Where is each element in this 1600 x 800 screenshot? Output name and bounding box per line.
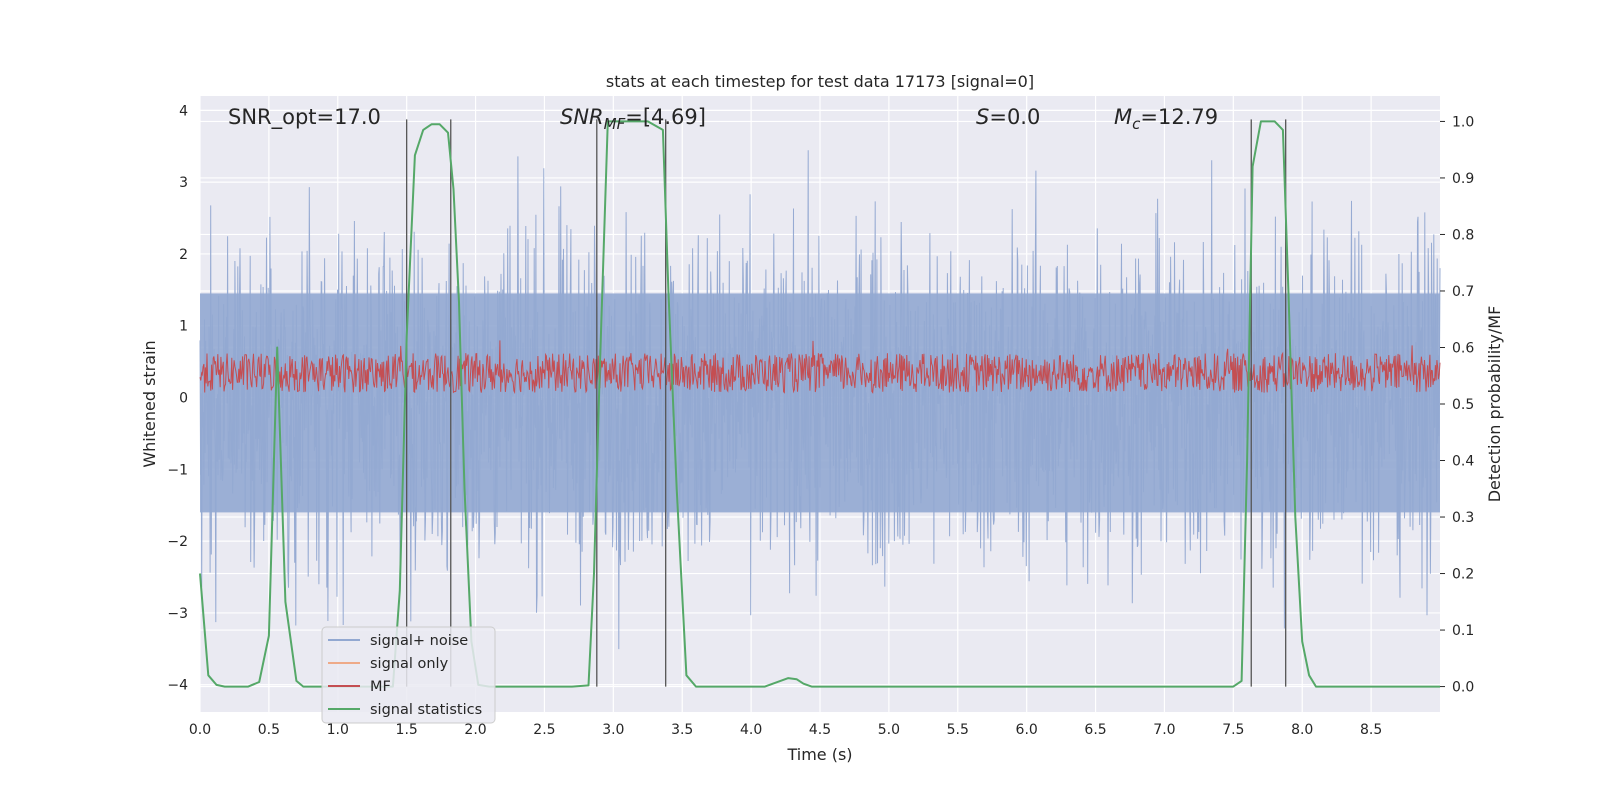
y-tick-label-right: 0.1 xyxy=(1452,623,1474,639)
annotation-snr-mf: SNRMF=[4.69] xyxy=(560,105,706,133)
y-tick-label-left: −1 xyxy=(167,462,188,478)
y-tick-label-right: 0.9 xyxy=(1452,171,1474,187)
y-tick-label-left: 4 xyxy=(179,103,188,119)
signal-statistics-line xyxy=(199,120,1440,688)
x-tick-label: 3.5 xyxy=(671,722,693,738)
x-tick-label: 6.5 xyxy=(1084,722,1106,738)
annotation-s: S=0.0 xyxy=(976,105,1040,129)
legend-label-noise: signal+ noise xyxy=(370,633,468,649)
signal-statistics-series xyxy=(199,120,1440,688)
y-tick-label-right: 0.5 xyxy=(1452,397,1474,413)
y-tick-label-left: −4 xyxy=(167,678,188,694)
y-tick-label-right: 0.7 xyxy=(1452,284,1474,300)
y-tick-label-left: −2 xyxy=(167,534,188,550)
x-tick-label: 7.0 xyxy=(1153,722,1175,738)
y-tick-label-right: 0.2 xyxy=(1452,567,1474,583)
x-axis-label: Time (s) xyxy=(786,745,852,764)
y-tick-label-left: 0 xyxy=(179,391,188,407)
y-axis-label-right: Detection probability/MF xyxy=(1485,306,1504,503)
x-tick-label: 4.0 xyxy=(740,722,762,738)
x-tick-label: 0.5 xyxy=(258,722,280,738)
y-tick-label-left: 3 xyxy=(179,175,188,191)
x-tick-label: 5.0 xyxy=(878,722,900,738)
x-tick-label: 4.5 xyxy=(809,722,831,738)
legend-label-signal-statistics: signal statistics xyxy=(370,702,482,718)
ticks: 0.0 0.5 1.0 1.5 2.0 2.5 3.0 3.5 4.0 4.5 5.0 5.5 6.0 6… xyxy=(167,103,1474,738)
x-tick-label: 6.0 xyxy=(1016,722,1038,738)
x-tick-label: 7.5 xyxy=(1222,722,1244,738)
y-tick-label-left: 1 xyxy=(179,319,188,335)
annotation-snr-opt: SNR_opt=17.0 xyxy=(228,105,381,130)
x-tick-label: 1.0 xyxy=(327,722,349,738)
x-tick-label: 5.5 xyxy=(947,722,969,738)
y-tick-label-right: 0.6 xyxy=(1452,340,1474,356)
y-tick-label-left: −3 xyxy=(167,606,188,622)
legend-label-mf: MF xyxy=(370,679,391,695)
y-tick-label-right: 0.4 xyxy=(1452,454,1474,470)
x-tick-label: 2.5 xyxy=(533,722,555,738)
x-tick-label: 2.0 xyxy=(464,722,486,738)
y-tick-label-left: 2 xyxy=(179,247,188,263)
legend-label-signal-only: signal only xyxy=(370,656,449,672)
signal-noise-band xyxy=(200,293,1440,513)
x-tick-label: 8.0 xyxy=(1291,722,1313,738)
x-tick-label: 1.5 xyxy=(396,722,418,738)
legend: signal+ noise signal only MF signal stat… xyxy=(321,626,496,724)
y-axis-label-left: Whitened strain xyxy=(140,340,159,467)
x-tick-label: 0.0 xyxy=(189,722,211,738)
x-tick-label: 3.0 xyxy=(602,722,624,738)
y-tick-label-right: 1.0 xyxy=(1452,114,1474,130)
legend-box xyxy=(321,626,496,724)
annotation-mc: Mc=12.79 xyxy=(1114,105,1218,133)
y-tick-label-right: 0.8 xyxy=(1452,227,1474,243)
x-tick-label: 8.5 xyxy=(1360,722,1382,738)
y-tick-label-right: 0.3 xyxy=(1452,510,1474,526)
y-tick-label-right: 0.0 xyxy=(1452,680,1474,696)
chart-title: stats at each timestep for test data 171… xyxy=(606,72,1034,91)
